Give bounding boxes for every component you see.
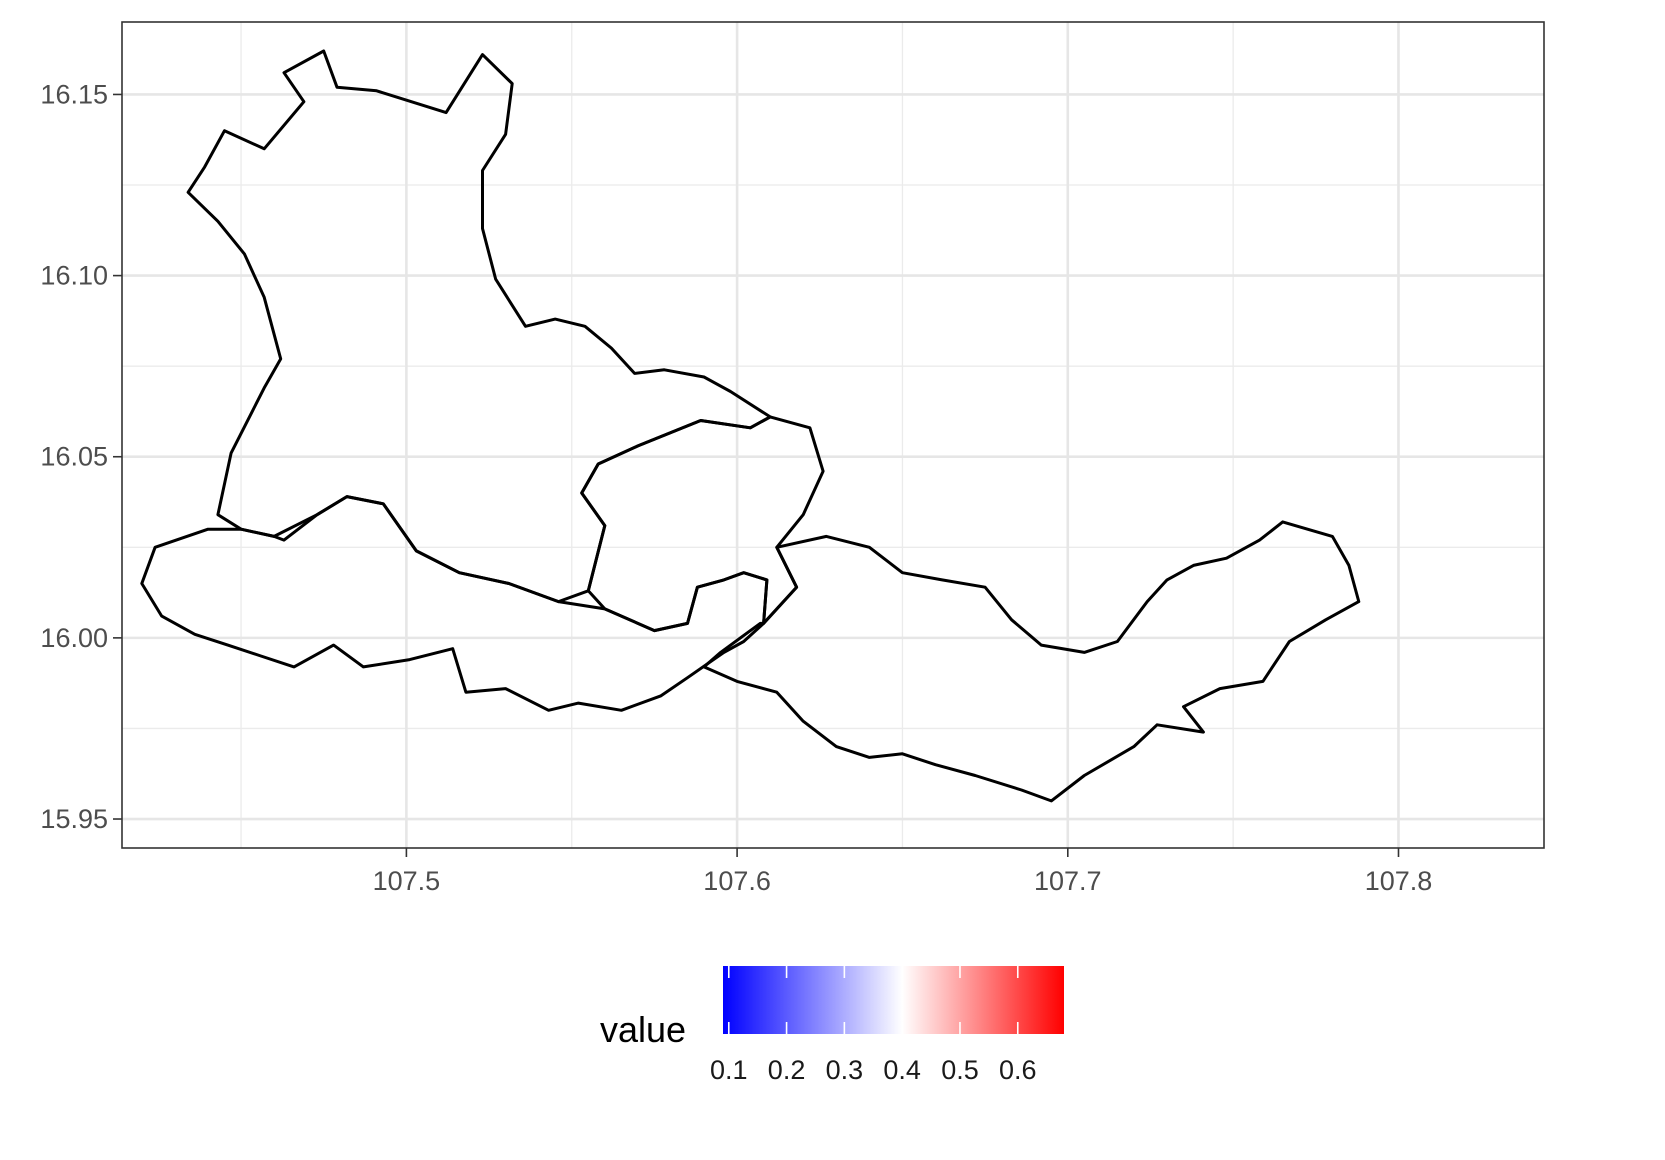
minor-gridlines [122,22,1544,848]
major-gridlines [122,22,1544,848]
plot-panel-background [122,22,1544,848]
